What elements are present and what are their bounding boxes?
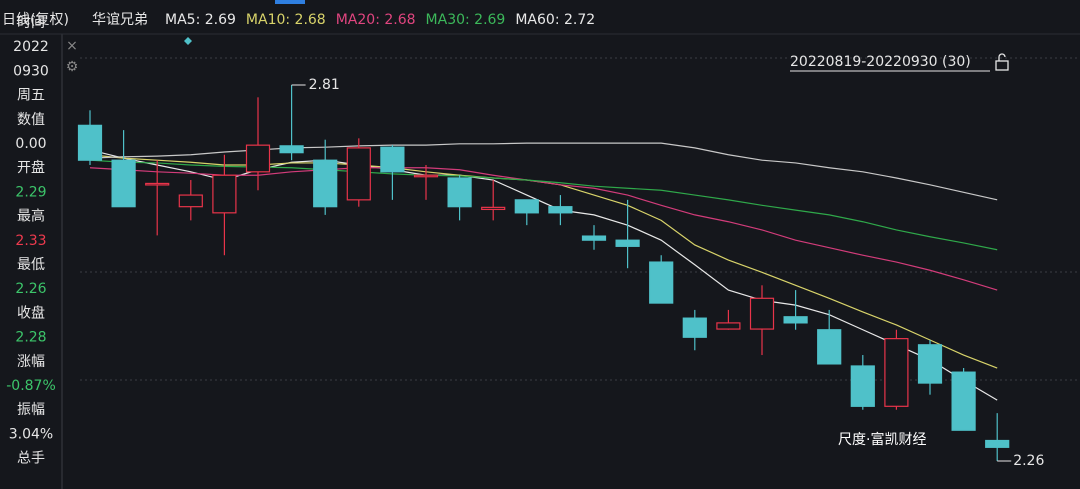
ma-line [89,142,998,201]
stock-name: 华谊兄弟 [92,12,148,28]
candle-body [682,317,707,338]
candle-body [514,199,539,214]
candle-body [212,174,237,214]
ma-label: MA5: 2.69 [165,12,236,28]
ma-label: MA20: 2.68 [336,12,416,28]
candle-body [313,159,338,208]
candle-body [783,316,808,324]
candle-body [985,439,1010,448]
candle-body [749,297,775,330]
ma-label: MA10: 2.68 [246,12,326,28]
candle-body [548,206,573,214]
range-label[interactable]: 20220819-20220930 (30) [790,54,971,70]
candle-body [581,235,607,241]
candle-body [716,322,741,330]
sidebar-item: 2.29 [15,184,46,200]
candle-body [951,371,976,431]
candle-body [413,174,439,178]
candle-body [111,159,136,208]
sidebar-item: 0.00 [15,136,46,152]
sidebar-item: 0930 [13,63,49,79]
sidebar-item: 数值 [17,112,45,128]
candle-body [178,194,203,208]
candle-body [380,146,405,173]
settings-icon[interactable]: ⚙ [66,59,79,75]
period-label[interactable]: 日线(复权) [2,11,69,28]
sidebar-item: 总手 [17,451,45,467]
candle-body [77,124,103,161]
sidebar-item: 收盘 [17,304,45,321]
candle-body [884,338,909,407]
marker-diamond [184,37,192,45]
ma-line [89,167,998,291]
max-label: 2.81 [309,77,340,93]
candle-body [145,182,170,186]
candle-body [817,329,842,365]
sidebar-item: 最高 [17,208,45,225]
sidebar-item: 涨幅 [17,354,45,370]
ma-line [89,159,998,251]
candle-body [649,261,674,304]
ma-label: MA30: 2.69 [426,12,506,28]
candle-body [279,145,304,154]
sidebar-item: 时间 [17,15,45,31]
sidebar-item: 振幅 [17,402,45,418]
lock-icon[interactable] [995,53,1009,71]
close-icon[interactable]: × [66,38,78,54]
candle-body [850,365,875,407]
candle-body [615,239,640,247]
candle-body [447,177,472,208]
candle-body [917,344,943,384]
sidebar-item: 3.04% [9,426,53,442]
sidebar-item: 周五 [17,88,45,104]
candle-body [245,144,271,173]
sidebar-item: 2.28 [15,330,46,346]
sidebar-item: -0.87% [6,378,56,394]
sidebar-item: 2.33 [15,233,46,249]
min-label: 2.26 [1013,453,1044,469]
tab-indicator [275,0,305,4]
candle-body [346,147,371,201]
watermark: 尺度·富凯财经 [838,431,926,448]
sidebar-item: 2.26 [15,281,46,297]
grid [80,57,1080,381]
sidebar-item: 开盘 [17,159,45,176]
sidebar-item: 2022 [13,39,49,55]
ma-label: MA60: 2.72 [515,12,595,28]
candle-body [481,206,506,211]
sidebar-item: 最低 [17,257,45,273]
